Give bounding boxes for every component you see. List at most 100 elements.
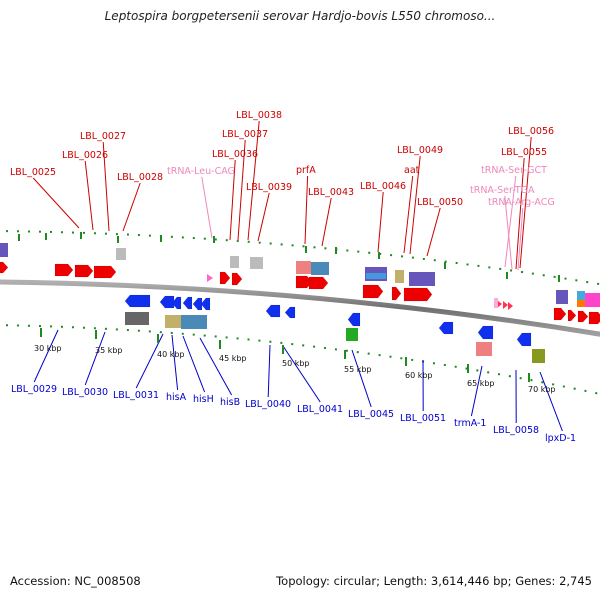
forward-gene-arrow[interactable] <box>308 276 329 290</box>
gene-label-lbl-0037[interactable]: LBL_0037 <box>222 129 268 140</box>
reverse-gene-arrow[interactable] <box>516 332 532 347</box>
trna-leu-glyph[interactable] <box>207 274 213 282</box>
forward-gene-block[interactable] <box>296 261 311 274</box>
reverse-gene-arrow[interactable] <box>182 296 193 310</box>
callout-line <box>84 160 94 231</box>
gene-label-lbl-0056[interactable]: LBL_0056 <box>508 126 554 137</box>
gene-label-lbl-0025[interactable]: LBL_0025 <box>10 167 56 178</box>
forward-gene-block[interactable] <box>577 300 585 307</box>
callout-line <box>321 197 332 247</box>
gene-label-lbl-0041[interactable]: LBL_0041 <box>297 404 343 415</box>
forward-gene-arrow[interactable] <box>93 265 117 279</box>
reverse-gene-arrow[interactable] <box>438 321 454 335</box>
gene-label-lpxd-1[interactable]: lpxD-1 <box>545 433 576 444</box>
callout-line <box>171 334 179 391</box>
forward-gene-arrow[interactable] <box>588 311 600 325</box>
gene-label-hisb[interactable]: hisB <box>220 397 240 408</box>
callout-line <box>282 345 321 403</box>
forward-ruler-tick <box>18 234 20 241</box>
gene-label-lbl-0050[interactable]: LBL_0050 <box>417 197 463 208</box>
forward-gene-block[interactable] <box>366 273 386 279</box>
callout-line <box>201 176 213 239</box>
gene-label-lbl-0028[interactable]: LBL_0028 <box>117 172 163 183</box>
forward-ruler-tick <box>558 275 560 282</box>
forward-gene-arrow[interactable] <box>0 261 9 274</box>
forward-gene-block[interactable] <box>395 270 404 283</box>
forward-gene-arrow[interactable] <box>74 264 94 278</box>
gene-label-trna-leu-cag[interactable]: tRNA-Leu-CAG <box>167 166 235 177</box>
forward-gene-block[interactable] <box>116 248 126 260</box>
trna-glyph[interactable] <box>494 298 498 308</box>
gene-label-lbl-0055[interactable]: LBL_0055 <box>501 147 547 158</box>
reverse-ruler-tick <box>344 350 346 359</box>
trna-glyph[interactable] <box>497 300 502 308</box>
reverse-gene-block[interactable] <box>165 315 181 328</box>
forward-gene-block[interactable] <box>556 290 568 304</box>
gene-label-lbl-0038[interactable]: LBL_0038 <box>236 110 282 121</box>
forward-gene-arrow[interactable] <box>403 287 433 302</box>
gene-label-lbl-0046[interactable]: LBL_0046 <box>360 181 406 192</box>
forward-gene-arrow[interactable] <box>567 309 577 322</box>
gene-label-lbl-0031[interactable]: LBL_0031 <box>113 390 159 401</box>
callout-line <box>351 349 372 408</box>
gene-label-lbl-0051[interactable]: LBL_0051 <box>400 413 446 424</box>
forward-gene-arrow[interactable] <box>553 307 567 321</box>
forward-gene-arrow[interactable] <box>54 263 74 277</box>
forward-gene-block[interactable] <box>311 262 329 275</box>
forward-gene-arrow[interactable] <box>391 286 402 301</box>
reverse-gene-arrow[interactable] <box>265 304 281 318</box>
reverse-gene-arrow[interactable] <box>124 294 151 308</box>
reverse-gene-block[interactable] <box>476 342 492 356</box>
reverse-gene-block[interactable] <box>346 328 358 341</box>
gene-label-prfa[interactable]: prfA <box>296 165 316 176</box>
forward-gene-block[interactable] <box>230 256 239 268</box>
reverse-gene-arrow[interactable] <box>159 295 175 309</box>
trna-glyph[interactable] <box>508 302 513 310</box>
callout-line <box>470 365 483 417</box>
reverse-gene-block[interactable] <box>125 312 149 325</box>
forward-gene-arrow[interactable] <box>577 310 589 323</box>
gene-label-lbl-0045[interactable]: LBL_0045 <box>348 409 394 420</box>
callout-line <box>122 182 141 232</box>
gene-label-lbl-0043[interactable]: LBL_0043 <box>308 187 354 198</box>
forward-gene-block[interactable] <box>585 293 600 307</box>
forward-gene-block[interactable] <box>577 291 585 300</box>
callout-line <box>539 371 563 432</box>
forward-gene-block[interactable] <box>250 257 263 269</box>
gene-label-lbl-0049[interactable]: LBL_0049 <box>397 145 443 156</box>
forward-gene-block[interactable] <box>0 243 8 257</box>
gene-label-lbl-0036[interactable]: LBL_0036 <box>212 149 258 160</box>
kbp-label-30-kbp: 30 kbp <box>34 344 62 353</box>
reverse-gene-arrow[interactable] <box>192 297 203 311</box>
reverse-gene-block[interactable] <box>532 349 545 363</box>
reverse-gene-arrow[interactable] <box>171 296 182 310</box>
gene-label-lbl-0027[interactable]: LBL_0027 <box>80 131 126 142</box>
forward-gene-arrow[interactable] <box>219 271 231 285</box>
gene-label-lbl-0030[interactable]: LBL_0030 <box>62 387 108 398</box>
gene-label-lbl-0026[interactable]: LBL_0026 <box>62 150 108 161</box>
trna-glyph[interactable] <box>503 301 508 309</box>
reverse-gene-arrow[interactable] <box>347 312 361 327</box>
gene-label-hish[interactable]: hisH <box>193 394 214 405</box>
gene-label-trma-1[interactable]: trmA-1 <box>454 418 486 429</box>
gene-label-trna-arg-acg[interactable]: tRNA-Arg-ACG <box>488 197 555 208</box>
gene-label-lbl-0040[interactable]: LBL_0040 <box>245 399 291 410</box>
gene-label-trna-ser-gct[interactable]: tRNA-Ser-GCT <box>481 165 547 176</box>
callout-line <box>403 175 414 254</box>
forward-gene-arrow[interactable] <box>362 284 384 299</box>
gene-label-lbl-0039[interactable]: LBL_0039 <box>246 182 292 193</box>
reverse-gene-arrow[interactable] <box>200 297 211 311</box>
gene-label-lbl-0029[interactable]: LBL_0029 <box>11 384 57 395</box>
reverse-gene-block[interactable] <box>181 315 207 329</box>
gene-label-trna-ser-tga[interactable]: tRNA-Ser-TGA <box>470 185 535 196</box>
gene-label-lbl-0058[interactable]: LBL_0058 <box>493 425 539 436</box>
callout-line <box>409 155 421 255</box>
forward-gene-block[interactable] <box>409 272 435 286</box>
reverse-gene-arrow[interactable] <box>284 306 296 319</box>
gene-label-aat[interactable]: aat <box>404 165 420 176</box>
gene-label-hisa[interactable]: hisA <box>166 392 187 403</box>
callout-line <box>517 207 524 271</box>
reverse-gene-arrow[interactable] <box>477 325 494 340</box>
forward-gene-arrow[interactable] <box>231 272 243 286</box>
